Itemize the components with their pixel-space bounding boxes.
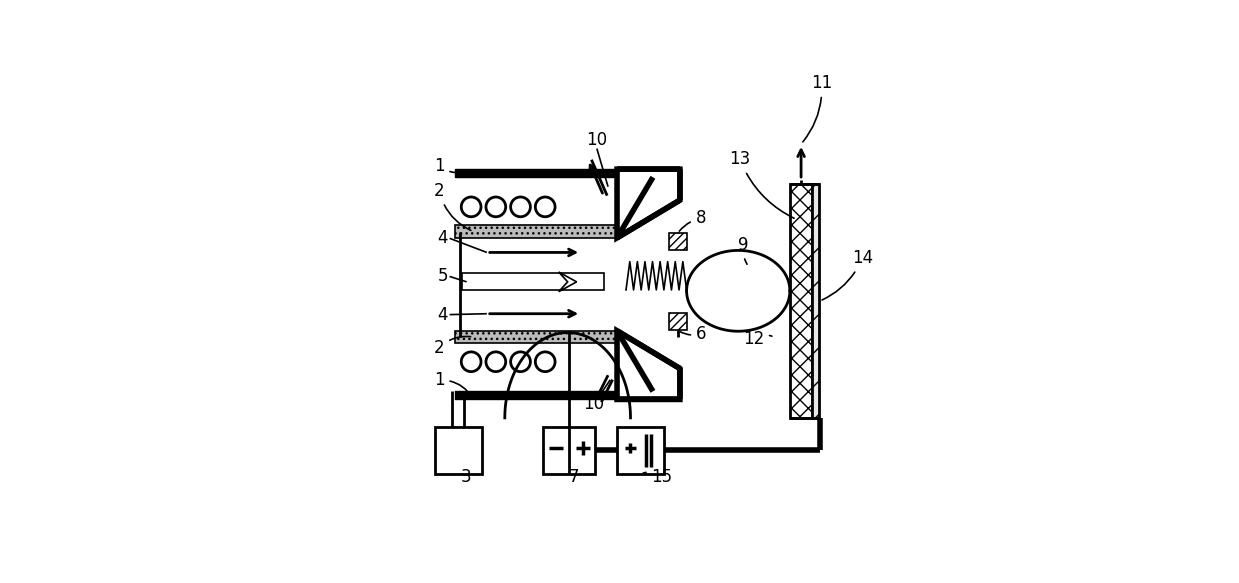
Text: 15: 15 <box>643 468 673 486</box>
Bar <box>669 233 686 251</box>
Text: 7: 7 <box>569 468 579 486</box>
Text: 14: 14 <box>821 249 873 300</box>
Text: 13: 13 <box>730 150 794 218</box>
Polygon shape <box>559 272 576 292</box>
Text: 11: 11 <box>803 74 833 142</box>
Polygon shape <box>617 331 680 399</box>
Bar <box>669 313 686 331</box>
Bar <box>456 331 617 343</box>
Text: 8: 8 <box>679 209 706 231</box>
Text: 5: 5 <box>437 268 449 286</box>
Text: 2: 2 <box>434 182 471 230</box>
Bar <box>435 427 482 474</box>
Bar <box>456 225 617 238</box>
Text: 4: 4 <box>437 229 449 247</box>
Text: 6: 6 <box>680 325 706 343</box>
Text: 3: 3 <box>461 468 471 486</box>
Bar <box>617 427 664 474</box>
Text: 4: 4 <box>437 305 449 324</box>
Text: 12: 12 <box>742 330 772 348</box>
Text: 2: 2 <box>434 336 471 357</box>
Bar <box>462 273 603 290</box>
Bar <box>543 427 595 474</box>
Text: 1: 1 <box>434 371 472 397</box>
Text: 1: 1 <box>434 157 471 175</box>
Bar <box>813 184 819 418</box>
Polygon shape <box>617 169 680 238</box>
Text: 10: 10 <box>584 395 605 413</box>
Text: 10: 10 <box>586 131 607 149</box>
Bar <box>789 184 813 418</box>
Text: 9: 9 <box>738 236 748 264</box>
